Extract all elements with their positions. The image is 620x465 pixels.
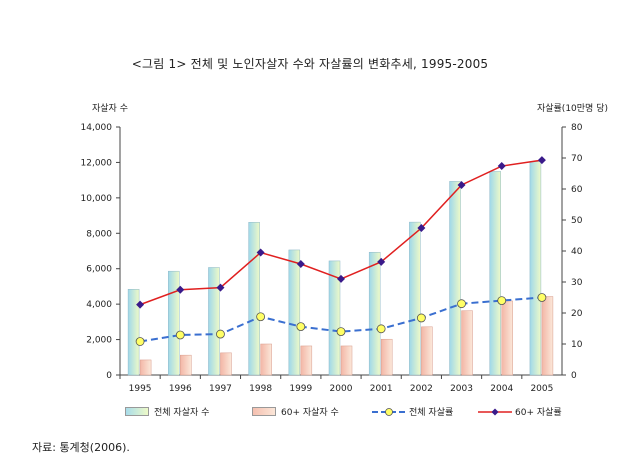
line-elder-rate	[139, 159, 543, 306]
legend-label-elder-rate: 60+ 자살률	[515, 408, 562, 418]
x-tick-label: 1997	[209, 384, 232, 394]
x-tick-label: 2004	[490, 384, 513, 394]
point-elder-rate	[216, 283, 225, 292]
y-right-tick-label: 80	[571, 123, 583, 133]
x-tick-label: 2001	[370, 384, 393, 394]
bar-total-count	[288, 249, 301, 376]
x-tick-label: 1996	[169, 384, 192, 394]
point-elder-rate	[176, 285, 185, 294]
y-right-tick-label: 70	[571, 154, 583, 164]
x-tick-label: 2002	[410, 384, 433, 394]
point-total-rate	[135, 337, 145, 346]
legend-item-total-count: 전체 자살자 수	[125, 405, 209, 418]
bar-elder-count	[380, 338, 393, 376]
point-elder-rate	[457, 180, 466, 189]
bar-elder-count	[300, 345, 313, 376]
y-left-tick-label: 2,000	[86, 336, 112, 346]
point-elder-rate	[296, 260, 305, 269]
point-total-rate	[256, 312, 266, 322]
legend-item-total-rate: 전체 자살률	[372, 405, 453, 418]
point-elder-rate	[497, 162, 506, 171]
point-total-rate	[216, 329, 225, 339]
bar-total-count	[449, 181, 461, 376]
y-right-tick-label: 0	[571, 371, 577, 381]
point-total-rate	[497, 296, 507, 306]
point-elder-rate	[136, 300, 145, 309]
y-right-tick-label: 50	[571, 216, 583, 226]
bar-total-count	[248, 222, 260, 376]
point-total-rate	[336, 327, 346, 337]
y-left-tick-label: 4,000	[86, 300, 112, 310]
legend-label-elder-count: 60+ 자살자 수	[281, 408, 339, 418]
bar-elder-count	[139, 359, 152, 376]
y-left-tick-label: 14,000	[81, 123, 113, 133]
bar-elder-count	[541, 296, 554, 376]
x-tick-label: 1998	[249, 384, 272, 394]
chart-plot: 0 2,000 4,000 6,000 8,000 10,000 12,000 14,000 0…	[81, 123, 583, 394]
point-elder-rate	[377, 257, 386, 266]
point-total-rate	[416, 313, 426, 323]
point-elder-rate	[337, 274, 345, 283]
bar-elder-count	[260, 343, 272, 376]
point-total-rate	[376, 324, 386, 334]
y-left-tick-label: 10,000	[81, 194, 113, 204]
point-total-rate	[175, 330, 185, 340]
bar-total-count	[208, 267, 220, 376]
point-total-rate	[457, 299, 466, 309]
x-tick-label: 2003	[450, 384, 473, 394]
legend-label-total-count: 전체 자살자 수	[154, 408, 210, 418]
y-right-tick-label: 60	[571, 185, 583, 195]
point-elder-rate	[256, 248, 265, 257]
y-right-tick-label: 40	[571, 247, 583, 257]
legend-label-total-rate: 전체 자살률	[409, 408, 454, 418]
bar-total-count	[328, 260, 341, 376]
bar-elder-count	[461, 310, 473, 376]
point-total-rate	[296, 322, 306, 332]
y-axis-right-label: 자살률(10만명 당)	[536, 104, 608, 114]
bar-elder-count	[180, 354, 192, 376]
bar-total-count	[489, 171, 501, 376]
legend-swatch-elder-rate	[478, 408, 512, 415]
y-left-tick-label: 0	[106, 371, 112, 381]
y-left-tick-label: 6,000	[86, 265, 112, 275]
source-note: 자료: 통계청(2006).	[32, 441, 130, 454]
legend-item-elder-rate: 60+ 자살률	[478, 405, 562, 418]
bar-elder-count	[220, 352, 232, 376]
legend-swatch-total-count	[125, 407, 149, 416]
bar-total-count	[127, 289, 140, 376]
bar-total-count	[368, 251, 381, 376]
y-right-tick-label: 10	[571, 340, 583, 350]
legend-item-elder-count: 60+ 자살자 수	[252, 405, 339, 418]
line-total-rate	[139, 296, 542, 343]
y-axis-left-label: 자살자 수	[92, 104, 128, 114]
bar-total-count	[168, 270, 180, 376]
point-elder-rate	[537, 156, 546, 165]
x-tick-label: 2000	[330, 384, 353, 394]
y-left-tick-label: 8,000	[86, 229, 112, 239]
bar-elder-count	[501, 300, 513, 376]
bar-total-count	[409, 221, 421, 376]
bar-elder-count	[421, 326, 433, 376]
x-tick-label: 2005	[530, 384, 553, 394]
legend-swatch-total-rate	[372, 407, 406, 416]
bar-total-count	[529, 161, 542, 376]
x-tick-label: 1995	[129, 384, 152, 394]
y-right-tick-label: 30	[571, 278, 583, 288]
chart-title: <그림 1> 전체 및 노인자살자 수와 자살률의 변화추세, 1995-200…	[131, 57, 489, 71]
y-right-tick-label: 20	[571, 309, 583, 319]
y-left-tick-label: 12,000	[81, 158, 113, 168]
x-tick-label: 1999	[289, 384, 312, 394]
bar-elder-count	[340, 345, 353, 376]
point-elder-rate	[417, 224, 426, 233]
point-total-rate	[537, 293, 547, 302]
legend-swatch-elder-count	[252, 407, 276, 416]
